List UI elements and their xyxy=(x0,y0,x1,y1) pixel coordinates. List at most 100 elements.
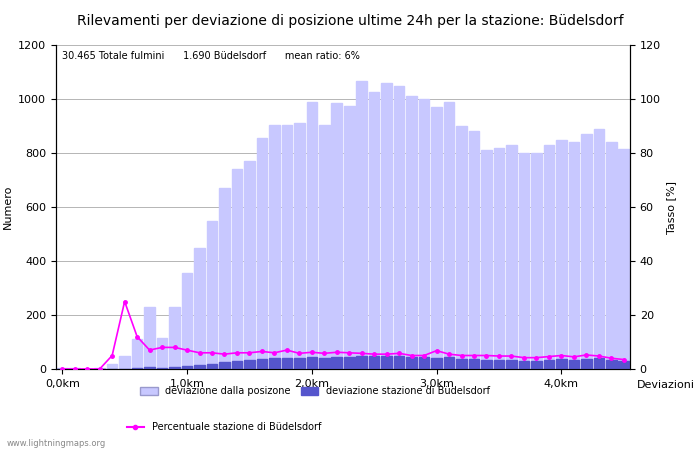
Bar xyxy=(456,359,467,369)
Percentuale stazione di Büdelsdorf xyxy=(307,350,316,355)
Bar xyxy=(194,364,205,369)
Bar xyxy=(219,188,230,369)
Bar xyxy=(544,145,554,369)
Bar xyxy=(594,358,604,369)
Percentuale stazione di Büdelsdorf xyxy=(433,348,441,353)
Bar xyxy=(431,358,442,369)
Bar xyxy=(182,366,192,369)
Percentuale stazione di Büdelsdorf xyxy=(532,355,540,360)
Bar xyxy=(232,361,242,369)
Bar xyxy=(431,107,442,369)
Bar xyxy=(406,96,417,369)
Percentuale stazione di Büdelsdorf xyxy=(245,350,253,356)
Bar xyxy=(244,360,255,369)
Percentuale stazione di Büdelsdorf xyxy=(457,353,466,358)
Legend: Percentuale stazione di Büdelsdorf: Percentuale stazione di Büdelsdorf xyxy=(122,418,326,436)
Percentuale stazione di Büdelsdorf xyxy=(382,351,391,357)
Percentuale stazione di Büdelsdorf xyxy=(208,350,216,356)
Percentuale stazione di Büdelsdorf xyxy=(557,353,566,358)
Bar xyxy=(119,356,130,369)
Bar xyxy=(169,367,180,369)
Percentuale stazione di Büdelsdorf xyxy=(183,347,191,353)
Bar xyxy=(469,131,480,369)
Bar xyxy=(144,367,155,369)
Bar xyxy=(307,102,317,369)
Bar xyxy=(506,360,517,369)
Bar xyxy=(369,92,379,369)
Bar xyxy=(132,368,142,369)
Percentuale stazione di Büdelsdorf xyxy=(220,351,229,357)
Percentuale stazione di Büdelsdorf xyxy=(607,356,615,361)
Percentuale stazione di Büdelsdorf xyxy=(445,351,454,357)
Text: 30.465 Totale fulmini      1.690 Büdelsdorf      mean ratio: 6%: 30.465 Totale fulmini 1.690 Büdelsdorf m… xyxy=(62,51,360,62)
Bar xyxy=(394,356,405,369)
Percentuale stazione di Büdelsdorf xyxy=(270,350,279,356)
Y-axis label: Numero: Numero xyxy=(3,185,13,229)
Percentuale stazione di Büdelsdorf xyxy=(232,350,241,356)
Bar xyxy=(494,360,504,369)
Bar xyxy=(531,361,542,369)
Line: Percentuale stazione di Büdelsdorf: Percentuale stazione di Büdelsdorf xyxy=(60,300,626,371)
Legend: deviazione dalla posizone, deviazione stazione di Büdelsdorf: deviazione dalla posizone, deviazione st… xyxy=(136,382,494,400)
Bar xyxy=(157,368,167,369)
Bar xyxy=(382,83,392,369)
Bar xyxy=(57,368,67,369)
Bar xyxy=(568,360,579,369)
Bar xyxy=(419,357,429,369)
Bar xyxy=(157,338,167,369)
Bar xyxy=(107,364,118,369)
Bar xyxy=(344,357,354,369)
Percentuale stazione di Büdelsdorf xyxy=(283,347,291,353)
Percentuale stazione di Büdelsdorf xyxy=(195,350,204,356)
Bar xyxy=(506,145,517,369)
Y-axis label: Tasso [%]: Tasso [%] xyxy=(666,180,676,234)
Bar xyxy=(382,356,392,369)
Bar xyxy=(619,361,629,369)
Bar xyxy=(294,358,304,369)
Bar xyxy=(419,99,429,369)
Percentuale stazione di Büdelsdorf xyxy=(83,366,92,372)
Percentuale stazione di Büdelsdorf xyxy=(508,353,516,359)
Bar xyxy=(356,81,367,369)
Percentuale stazione di Büdelsdorf xyxy=(620,357,628,362)
Percentuale stazione di Büdelsdorf xyxy=(158,345,167,350)
Percentuale stazione di Büdelsdorf xyxy=(320,351,328,356)
Percentuale stazione di Büdelsdorf xyxy=(570,354,578,360)
Bar xyxy=(594,129,604,369)
Bar xyxy=(257,359,267,369)
Bar xyxy=(519,361,529,369)
Bar xyxy=(219,362,230,369)
Bar xyxy=(206,364,217,369)
Bar xyxy=(394,86,405,369)
Percentuale stazione di Büdelsdorf xyxy=(71,366,79,372)
Bar xyxy=(144,307,155,369)
Bar xyxy=(481,360,492,369)
Percentuale stazione di Büdelsdorf xyxy=(407,353,416,358)
Bar xyxy=(169,307,180,369)
Bar xyxy=(294,123,304,369)
Bar xyxy=(481,150,492,369)
Bar xyxy=(556,359,567,369)
Bar xyxy=(232,169,242,369)
Percentuale stazione di Büdelsdorf xyxy=(133,334,141,339)
Bar xyxy=(356,356,367,369)
Percentuale stazione di Büdelsdorf xyxy=(594,353,603,359)
Percentuale stazione di Büdelsdorf xyxy=(108,353,116,358)
Percentuale stazione di Büdelsdorf xyxy=(495,353,503,359)
Bar xyxy=(94,368,105,369)
Text: www.lightningmaps.org: www.lightningmaps.org xyxy=(7,439,106,448)
Bar xyxy=(556,140,567,369)
Percentuale stazione di Büdelsdorf xyxy=(345,350,354,356)
Percentuale stazione di Büdelsdorf xyxy=(370,351,379,357)
Percentuale stazione di Büdelsdorf xyxy=(95,366,104,372)
Bar xyxy=(494,148,504,369)
Bar xyxy=(581,134,592,369)
Bar xyxy=(332,356,342,369)
Percentuale stazione di Büdelsdorf xyxy=(332,350,341,355)
Bar xyxy=(319,358,330,369)
Percentuale stazione di Büdelsdorf xyxy=(582,352,591,358)
Bar xyxy=(619,149,629,369)
Bar xyxy=(132,339,142,369)
Percentuale stazione di Büdelsdorf xyxy=(420,353,428,358)
Bar xyxy=(332,103,342,369)
